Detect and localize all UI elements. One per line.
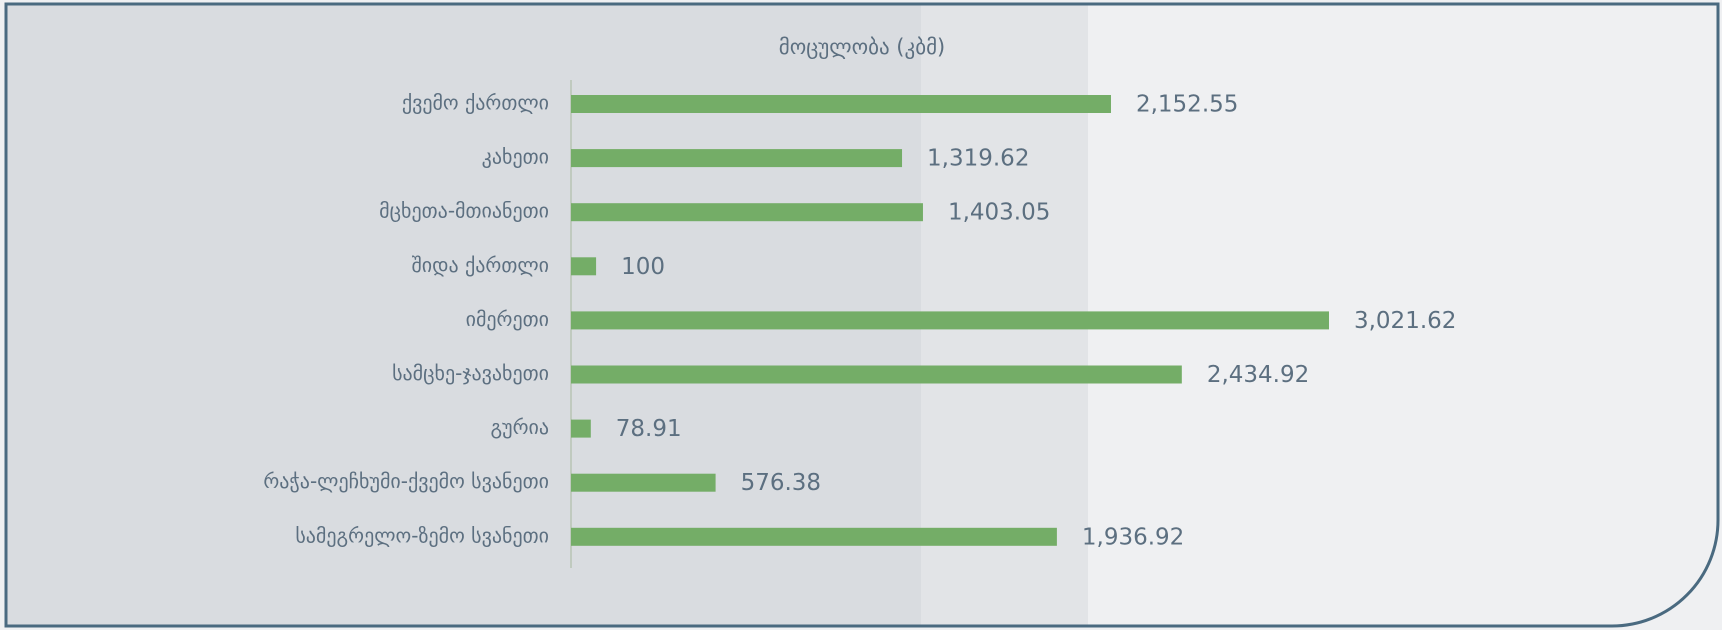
category-label: იმერეთი xyxy=(466,307,549,331)
bar xyxy=(571,257,597,276)
bar xyxy=(571,311,1329,330)
bar xyxy=(571,527,1057,546)
category-label: შიდა ქართლი xyxy=(411,253,549,277)
value-label: 1,936.92 xyxy=(1082,524,1184,550)
value-label: 1,319.62 xyxy=(927,146,1029,172)
value-label: 2,152.55 xyxy=(1136,92,1238,118)
bar xyxy=(571,203,923,222)
category-label: გურია xyxy=(491,415,550,439)
frame-border xyxy=(4,2,1720,628)
bar xyxy=(571,473,716,492)
bar xyxy=(571,419,591,438)
category-label: ქვემო ქართლი xyxy=(402,91,549,115)
bar xyxy=(571,149,903,168)
value-label: 576.38 xyxy=(741,470,821,496)
value-label: 2,434.92 xyxy=(1207,362,1309,388)
value-label: 1,403.05 xyxy=(948,200,1050,226)
category-label: რაჭა-ლეჩხუმი-ქვემო სვანეთი xyxy=(263,469,549,493)
value-label: 3,021.62 xyxy=(1354,308,1456,334)
category-label: მცხეთა-მთიანეთი xyxy=(379,199,549,223)
category-label: სამცხე-ჯავახეთი xyxy=(392,361,549,385)
value-label: 78.91 xyxy=(616,416,682,442)
chart-title: მოცულობა (კბმ) xyxy=(779,35,945,59)
value-label: 100 xyxy=(621,254,665,280)
bar xyxy=(571,365,1182,384)
category-label: სამეგრელო-ზემო სვანეთი xyxy=(295,523,549,547)
category-label: კახეთი xyxy=(482,145,549,169)
bar xyxy=(571,95,1111,113)
